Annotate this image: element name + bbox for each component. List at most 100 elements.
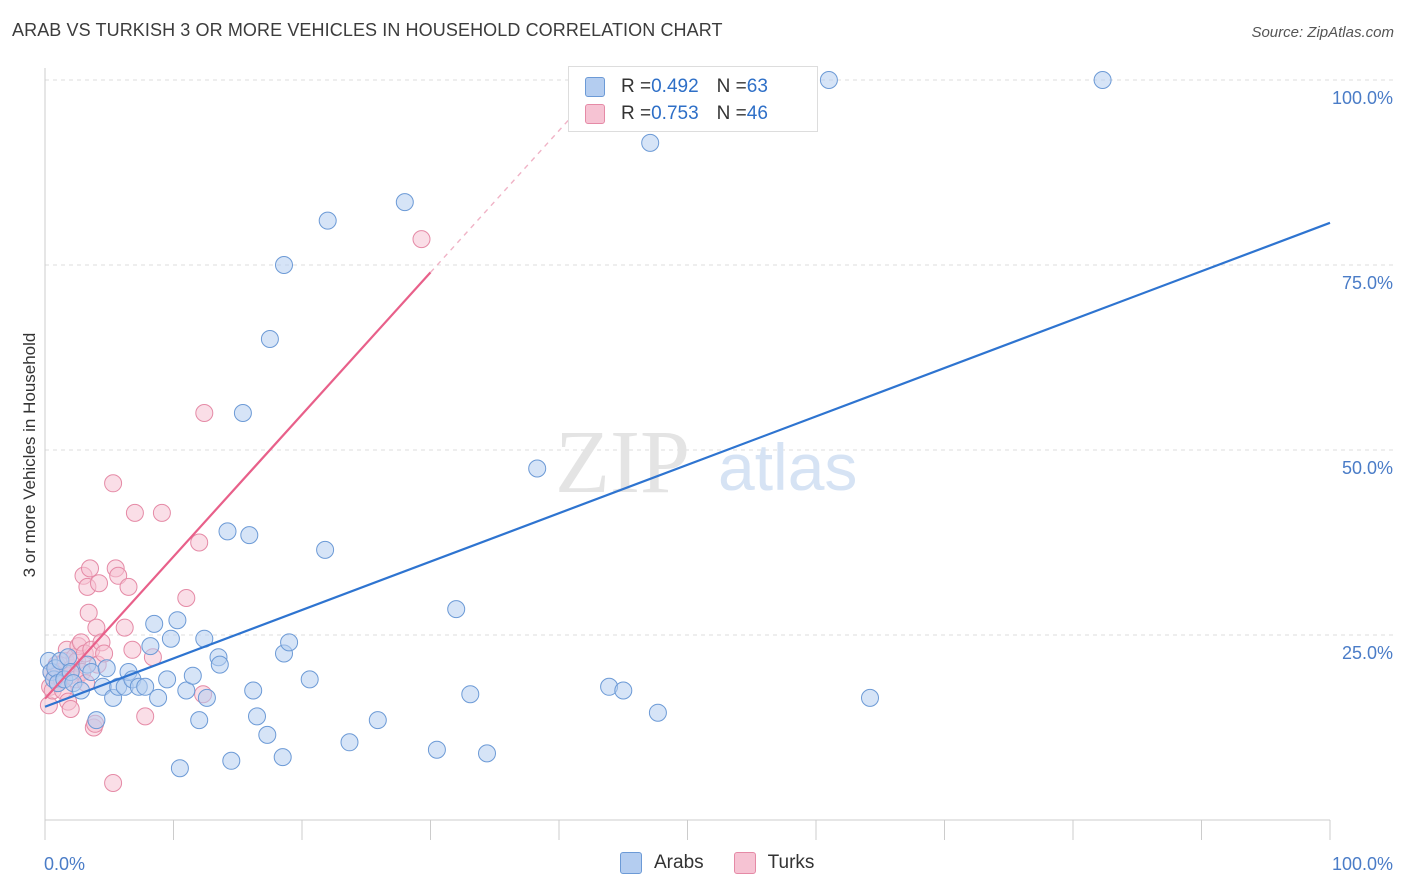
turks-n-label: N = xyxy=(716,103,747,124)
arabs-point-54 xyxy=(395,193,414,212)
arabs-point-24 xyxy=(145,614,164,633)
turks-trend-line xyxy=(44,271,432,700)
turks-point-47 xyxy=(177,589,196,607)
turks-point-46 xyxy=(152,503,171,522)
arabs-point-25 xyxy=(149,688,168,707)
arabs-n-label: N = xyxy=(716,76,747,97)
arabs-n-value: 63 xyxy=(746,76,768,97)
arabs-point-62 xyxy=(641,133,660,152)
gridlines xyxy=(45,79,1395,636)
arabs-point-46 xyxy=(273,748,292,767)
arabs-point-42 xyxy=(248,707,266,726)
turks-point-27 xyxy=(81,559,99,578)
arabs-point-59 xyxy=(528,459,547,478)
y-tick-label-25: 25.0% xyxy=(1342,643,1393,663)
x-tick-label-min: 0.0% xyxy=(44,854,85,874)
chart-title: ARAB VS TURKISH 3 OR MORE VEHICLES IN HO… xyxy=(12,20,723,40)
arabs-point-64 xyxy=(819,71,838,89)
turks-r-value: 0.753 xyxy=(651,103,699,124)
arabs-swatch xyxy=(585,77,605,97)
legend-item-turks[interactable]: Turks xyxy=(733,852,815,874)
arabs-point-36 xyxy=(210,655,229,674)
arabs-point-32 xyxy=(190,711,209,730)
arabs-point-34 xyxy=(197,688,216,707)
turks-point-44 xyxy=(136,707,155,726)
arabs-point-65 xyxy=(861,688,879,707)
arabs-point-22 xyxy=(136,677,155,696)
arabs-r-value: 0.492 xyxy=(651,76,699,97)
arabs-point-26 xyxy=(158,670,177,689)
arabs-point-57 xyxy=(461,685,480,704)
turks-point-49 xyxy=(195,404,214,422)
arabs-point-38 xyxy=(222,751,241,770)
turks-points xyxy=(39,230,431,792)
arabs-point-40 xyxy=(240,526,259,545)
arabs-point-31 xyxy=(183,666,202,685)
arabs-point-53 xyxy=(368,711,387,730)
turks-trend-extension xyxy=(429,101,586,273)
arabs-points xyxy=(39,71,1112,778)
arabs-point-55 xyxy=(427,740,446,759)
arabs-point-56 xyxy=(447,600,466,619)
y-tick-label-100: 100.0% xyxy=(1332,88,1393,108)
arabs-point-49 xyxy=(300,670,319,689)
legend-row-arabs: R = 0.492 N = 63 xyxy=(585,75,768,99)
arabs-point-41 xyxy=(244,681,263,700)
series-legend: Arabs Turks xyxy=(620,852,844,874)
arabs-point-37 xyxy=(218,522,237,541)
turks-legend-swatch xyxy=(733,852,756,874)
legend-item-arabs[interactable]: Arabs xyxy=(620,852,704,874)
turks-point-41 xyxy=(119,577,138,596)
turks-point-51 xyxy=(412,230,431,249)
turks-point-40 xyxy=(115,618,134,637)
arabs-point-44 xyxy=(260,330,279,348)
arabs-point-51 xyxy=(318,211,337,230)
arabs-point-12 xyxy=(82,663,101,681)
turks-point-26 xyxy=(79,603,98,622)
arabs-legend-label: Arabs xyxy=(654,852,704,873)
arabs-point-48 xyxy=(280,633,299,652)
y-tick-label-50: 50.0% xyxy=(1342,458,1393,478)
arabs-point-15 xyxy=(97,659,116,678)
arabs-point-45 xyxy=(275,256,293,274)
arabs-r-label: R = xyxy=(621,76,652,97)
turks-point-33 xyxy=(90,574,108,593)
turks-point-39 xyxy=(109,566,128,585)
arabs-point-13 xyxy=(87,711,106,730)
watermark-atlas: atlas xyxy=(718,430,857,504)
turks-point-42 xyxy=(123,640,142,659)
legend-row-turks: R = 0.753 N = 46 xyxy=(585,102,768,126)
arabs-point-29 xyxy=(170,759,189,778)
arabs-point-63 xyxy=(648,703,667,722)
turks-point-43 xyxy=(125,503,144,522)
turks-point-48 xyxy=(190,533,209,552)
watermark: ZIP atlas xyxy=(555,413,857,512)
turks-point-36 xyxy=(104,474,123,493)
tick-labels: 25.0% 50.0% 75.0% 100.0% 0.0% 100.0% xyxy=(44,88,1393,874)
turks-point-14 xyxy=(61,700,80,718)
arabs-point-66 xyxy=(1093,71,1112,89)
arabs-point-50 xyxy=(316,540,335,559)
arabs-point-58 xyxy=(478,744,496,763)
arabs-point-7 xyxy=(59,648,78,667)
x-tick-label-max: 100.0% xyxy=(1332,854,1393,874)
arabs-point-28 xyxy=(168,611,187,630)
y-tick-label-75: 75.0% xyxy=(1342,273,1393,293)
trend-lines xyxy=(44,101,1331,708)
turks-r-label: R = xyxy=(621,103,652,124)
arabs-trend-line xyxy=(44,221,1331,708)
turks-n-value: 46 xyxy=(746,103,768,124)
turks-swatch xyxy=(585,104,605,124)
turks-point-35 xyxy=(95,644,114,663)
arabs-legend-swatch xyxy=(620,852,642,874)
source-label: Source: ZipAtlas.com xyxy=(1251,24,1394,41)
arabs-point-52 xyxy=(340,733,359,752)
arabs-point-39 xyxy=(233,404,252,422)
turks-point-37 xyxy=(104,774,123,792)
watermark-zip: ZIP xyxy=(555,413,690,512)
arabs-point-43 xyxy=(258,725,277,744)
turks-legend-label: Turks xyxy=(767,852,815,873)
arabs-point-27 xyxy=(161,629,180,648)
stats-legend: R = 0.492 N = 63 R = 0.753 N = 46 xyxy=(568,66,818,132)
